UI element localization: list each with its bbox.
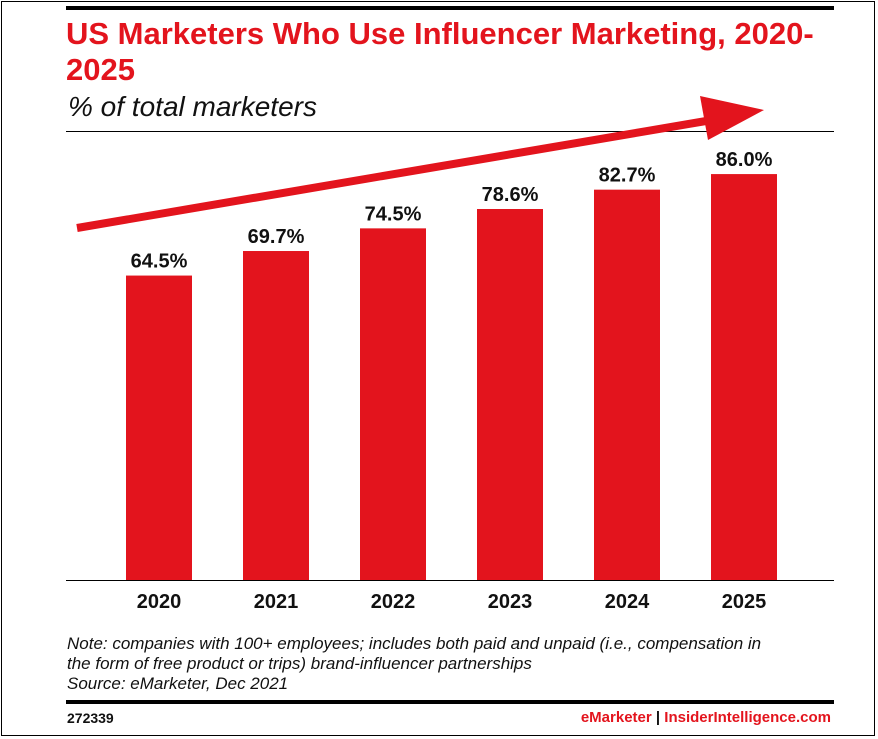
bar-2024 [594, 189, 660, 580]
chart-id: 272339 [67, 710, 114, 726]
bottom-rule [66, 700, 834, 704]
data-label-2023: 78.6% [482, 184, 539, 206]
chart-subtitle: % of total marketers [68, 91, 317, 122]
source-line: Source: eMarketer, Dec 2021 [67, 674, 289, 693]
data-label-2022: 74.5% [365, 203, 422, 225]
trend-arrow-head [700, 96, 764, 140]
note-line-2: the form of free product or trips) brand… [67, 654, 532, 673]
note-line-1: Note: companies with 100+ employees; inc… [67, 634, 762, 653]
bar-2023 [477, 209, 543, 580]
data-label-2020: 64.5% [131, 251, 188, 273]
data-label-2021: 69.7% [248, 226, 305, 248]
data-label-2024: 82.7% [599, 165, 656, 187]
x-tick-2023: 2023 [488, 591, 533, 613]
bar-2022 [360, 228, 426, 581]
brand-insider-intelligence: InsiderIntelligence.com [664, 709, 831, 726]
x-tick-2024: 2024 [605, 591, 650, 613]
bar-2025 [711, 174, 777, 580]
x-tick-2022: 2022 [371, 591, 416, 613]
subtitle-rule [66, 131, 834, 132]
trend-arrow-shaft [76, 116, 713, 232]
bar-2020 [126, 275, 192, 580]
brand-separator: | [655, 709, 661, 726]
brand-footer: eMarketer | InsiderIntelligence.com [581, 709, 831, 726]
x-tick-2020: 2020 [137, 591, 182, 613]
x-tick-2021: 2021 [254, 591, 299, 613]
bar-2021 [243, 251, 309, 581]
x-tick-2025: 2025 [722, 591, 767, 613]
chart-note: Note: companies with 100+ employees; inc… [67, 634, 847, 694]
top-rule [66, 6, 834, 10]
brand-emarketer: eMarketer [580, 709, 652, 726]
data-label-2025: 86.0% [716, 149, 773, 171]
chart-title: US Marketers Who Use Influencer Marketin… [66, 16, 814, 87]
